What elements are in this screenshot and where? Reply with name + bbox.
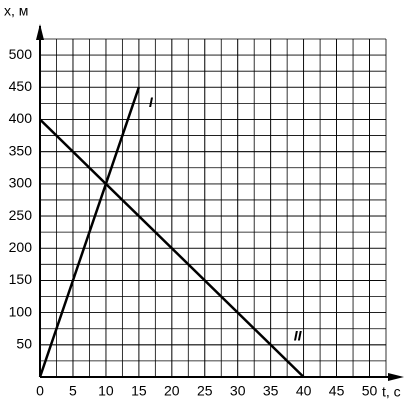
y-tick-label: 500	[9, 46, 33, 62]
y-tick-label: 450	[9, 78, 33, 94]
x-tick-label: 40	[296, 383, 312, 399]
x-tick-label: 35	[263, 383, 279, 399]
series-line	[39, 118, 305, 378]
x-tick-label: 45	[329, 383, 345, 399]
y-tick-label: 150	[9, 271, 33, 287]
x-tick-label: 50	[362, 383, 378, 399]
y-tick-label: 50	[16, 336, 32, 352]
y-tick-label: 300	[9, 175, 33, 191]
x-tick-label: 5	[69, 383, 77, 399]
x-tick-label: 10	[98, 383, 114, 399]
y-tick-label: 200	[9, 239, 33, 255]
y-tick-label: 350	[9, 142, 33, 158]
x-axis-arrow	[388, 373, 404, 381]
y-tick-label: 400	[9, 110, 33, 126]
x-tick-label: 15	[131, 383, 147, 399]
x-axis-label: t, c	[382, 384, 401, 400]
series-label: II	[294, 328, 303, 344]
y-tick-label: 100	[9, 303, 33, 319]
x-tick-label: 20	[164, 383, 180, 399]
series-line	[38, 86, 141, 378]
y-axis-arrow	[36, 24, 44, 40]
series-label: I	[149, 94, 154, 110]
y-tick-label: 250	[9, 207, 33, 223]
y-axis-label: x, м	[4, 3, 28, 19]
x-tick-label: 0	[36, 383, 44, 399]
x-tick-label: 25	[197, 383, 213, 399]
x-tick-label: 30	[230, 383, 246, 399]
